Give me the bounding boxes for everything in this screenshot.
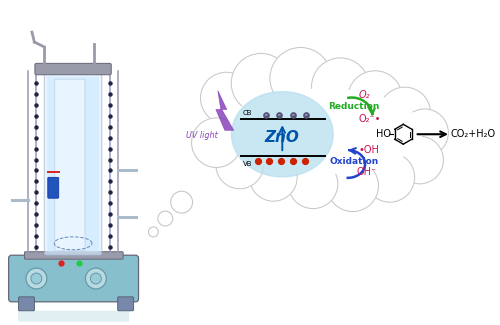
Text: e: e [278, 113, 280, 117]
Text: HO: HO [376, 129, 391, 139]
Circle shape [327, 160, 378, 212]
Circle shape [31, 273, 42, 284]
Circle shape [216, 141, 264, 189]
Circle shape [396, 136, 444, 184]
Ellipse shape [216, 82, 430, 181]
FancyBboxPatch shape [35, 63, 112, 75]
Circle shape [288, 159, 338, 209]
Text: Oxidation: Oxidation [329, 157, 378, 165]
FancyBboxPatch shape [18, 297, 34, 311]
Text: e: e [264, 113, 268, 117]
FancyBboxPatch shape [24, 252, 123, 259]
Text: ZnO: ZnO [265, 130, 300, 145]
Circle shape [86, 268, 106, 289]
Text: e: e [292, 113, 294, 117]
FancyBboxPatch shape [18, 311, 129, 322]
FancyBboxPatch shape [44, 73, 102, 255]
Ellipse shape [224, 89, 422, 174]
Text: CO₂+H₂O: CO₂+H₂O [450, 129, 495, 139]
Circle shape [250, 154, 297, 201]
FancyBboxPatch shape [54, 79, 85, 251]
Circle shape [348, 71, 403, 125]
Circle shape [148, 227, 158, 237]
FancyBboxPatch shape [48, 177, 58, 198]
Circle shape [200, 72, 252, 124]
Circle shape [312, 58, 369, 115]
Circle shape [90, 273, 102, 284]
Circle shape [231, 53, 290, 113]
Circle shape [158, 211, 172, 226]
FancyBboxPatch shape [8, 255, 138, 302]
Circle shape [365, 152, 414, 202]
Circle shape [170, 191, 192, 213]
Circle shape [192, 118, 241, 167]
FancyBboxPatch shape [118, 297, 134, 311]
Circle shape [401, 109, 448, 157]
Text: CB: CB [242, 111, 252, 116]
Text: UV light: UV light [186, 131, 218, 140]
Text: •OH: •OH [358, 145, 380, 155]
FancyBboxPatch shape [48, 77, 99, 252]
Text: OH⁻: OH⁻ [356, 167, 377, 177]
Text: e: e [304, 113, 308, 117]
Text: O₂: O₂ [358, 90, 370, 99]
Ellipse shape [232, 92, 333, 177]
Text: Reduction: Reduction [328, 102, 380, 111]
Text: O₂⁻•: O₂⁻• [358, 114, 381, 124]
Circle shape [270, 47, 332, 109]
Circle shape [26, 268, 47, 289]
Circle shape [379, 87, 430, 139]
Polygon shape [216, 91, 234, 130]
Text: VB: VB [242, 161, 252, 167]
